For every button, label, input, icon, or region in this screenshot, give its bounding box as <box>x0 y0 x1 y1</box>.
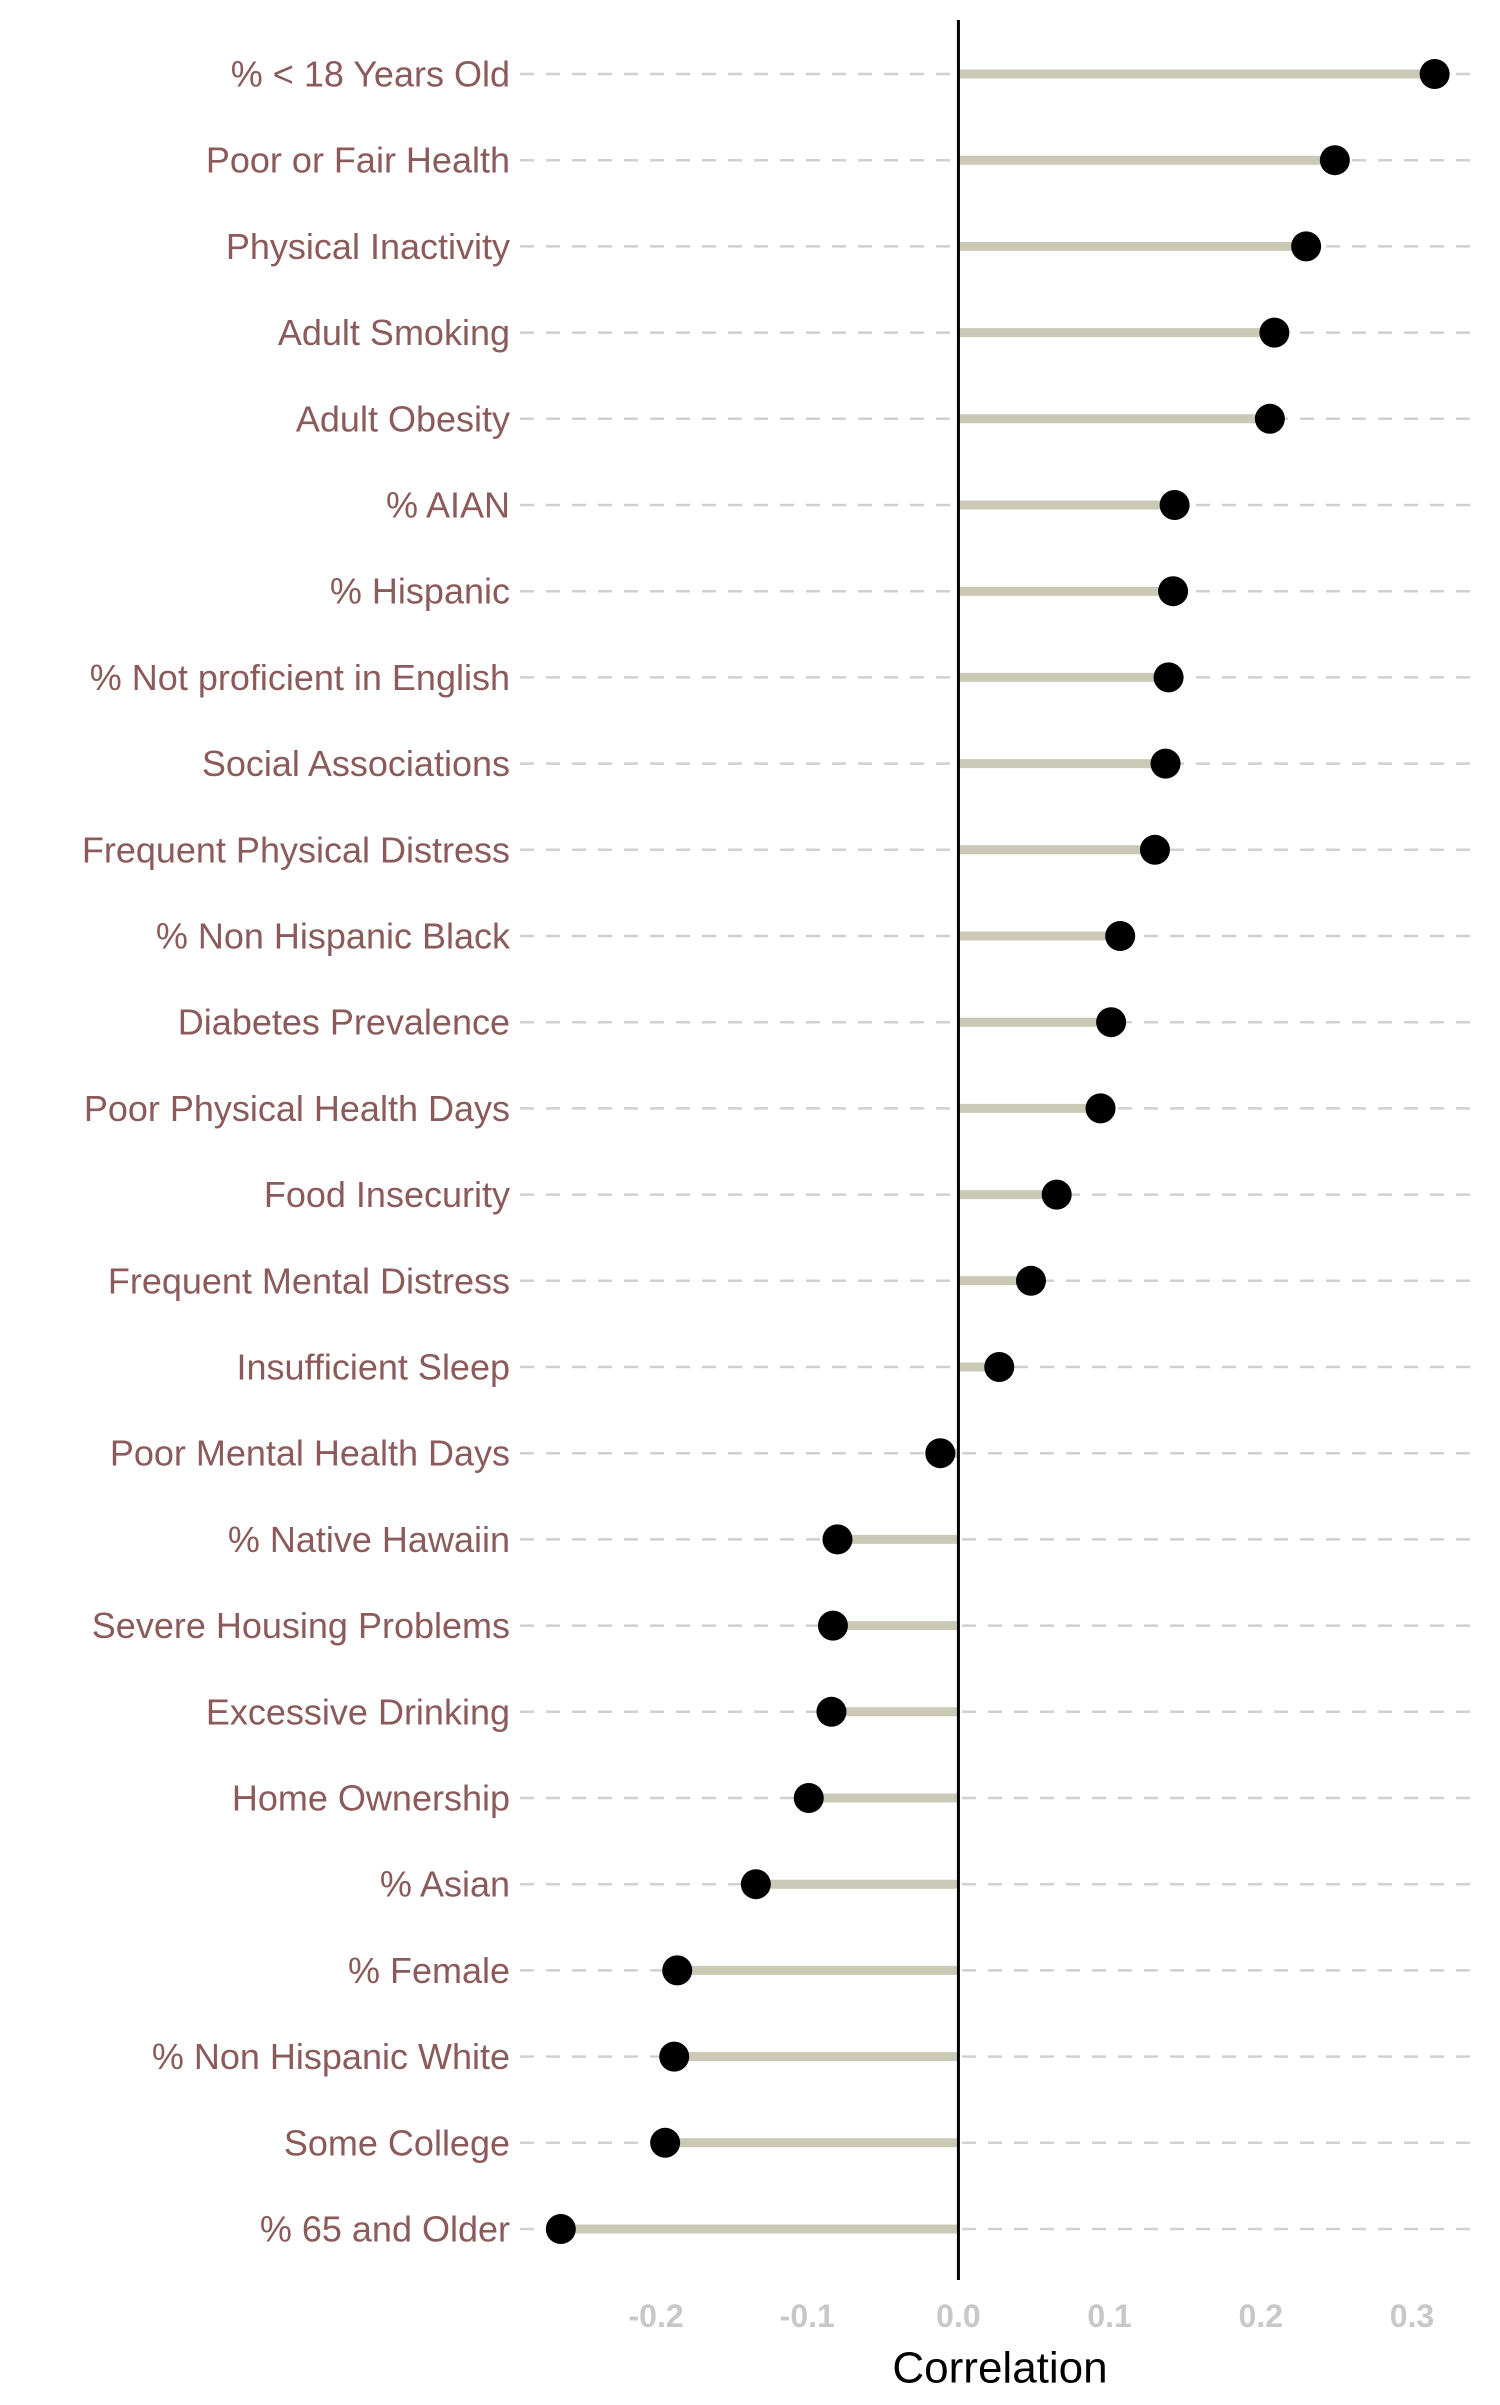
lollipop-point <box>650 2127 681 2158</box>
x-tick-label: 0.0 <box>936 2298 980 2334</box>
lollipop-stems <box>560 69 1435 2234</box>
category-label: Adult Obesity <box>296 398 510 439</box>
category-label: % AIAN <box>386 485 510 526</box>
category-label: Poor Mental Health Days <box>110 1433 510 1474</box>
lollipop-point <box>1150 748 1181 779</box>
category-label: Food Insecurity <box>264 1174 510 1215</box>
lollipop-point <box>659 2041 690 2072</box>
category-label: % Native Hawaiin <box>228 1519 510 1560</box>
lollipop-point <box>1085 1093 1116 1124</box>
lollipop-point <box>817 1610 848 1641</box>
gridlines <box>520 72 1480 2231</box>
category-label: Frequent Physical Distress <box>82 829 510 870</box>
x-axis-ticks: -0.2 -0.1 0.0 0.1 0.2 0.3 <box>628 2298 1434 2334</box>
category-label: Insufficient Sleep <box>236 1347 510 1388</box>
lollipop-point <box>662 1955 693 1986</box>
lollipop-point <box>984 1352 1015 1382</box>
lollipop-point <box>1291 231 1322 262</box>
lollipop-point <box>1153 662 1184 693</box>
category-label: % 65 and Older <box>260 2209 510 2250</box>
category-label: % Asian <box>380 1864 510 1905</box>
category-labels: % < 18 Years Old Poor or Fair Health Physi… <box>82 54 511 2250</box>
lollipop-point <box>1158 576 1189 607</box>
lollipop-point <box>822 1524 853 1555</box>
x-tick-label: 0.2 <box>1239 2298 1283 2334</box>
category-label: % Non Hispanic Black <box>156 916 511 957</box>
lollipop-point <box>1105 921 1136 951</box>
lollipop-point <box>1419 59 1450 89</box>
lollipop-point <box>1041 1179 1072 1210</box>
lollipop-point <box>1139 834 1170 865</box>
category-label: Home Ownership <box>232 1778 510 1819</box>
x-axis-title: Correlation <box>892 2344 1107 2393</box>
category-label: % Non Hispanic White <box>152 2036 510 2077</box>
category-label: Diabetes Prevalence <box>178 1002 510 1043</box>
category-label: Social Associations <box>202 743 510 784</box>
lollipop-point <box>740 1869 771 1900</box>
lollipop-point <box>1159 490 1190 520</box>
lollipop-point <box>1259 317 1290 348</box>
category-label: % < 18 Years Old <box>231 54 510 95</box>
category-label: Severe Housing Problems <box>92 1605 510 1646</box>
x-tick-label: 0.3 <box>1390 2298 1434 2334</box>
category-label: Poor or Fair Health <box>206 140 510 181</box>
category-label: Adult Smoking <box>278 312 510 353</box>
category-label: Physical Inactivity <box>226 226 510 267</box>
category-label: Frequent Mental Distress <box>108 1260 510 1301</box>
lollipop-point <box>1096 1007 1127 1038</box>
category-label: % Female <box>348 1950 510 1991</box>
lollipop-point <box>1254 403 1285 434</box>
category-label: Poor Physical Health Days <box>84 1088 510 1129</box>
category-label: Excessive Drinking <box>206 1691 510 1732</box>
lollipop-point <box>1319 145 1350 176</box>
lollipop-point <box>1015 1265 1046 1296</box>
lollipop-point <box>793 1783 824 1813</box>
lollipop-point <box>545 2214 576 2244</box>
x-tick-label: -0.2 <box>628 2298 683 2334</box>
category-label: % Hispanic <box>330 571 510 612</box>
x-tick-label: 0.1 <box>1087 2298 1131 2334</box>
lollipop-point <box>816 1696 847 1727</box>
category-label: % Not proficient in English <box>90 657 510 698</box>
x-tick-label: -0.1 <box>780 2298 835 2334</box>
category-label: Some College <box>284 2122 510 2163</box>
lollipop-points <box>545 59 1450 2244</box>
lollipop-point <box>925 1438 956 1469</box>
